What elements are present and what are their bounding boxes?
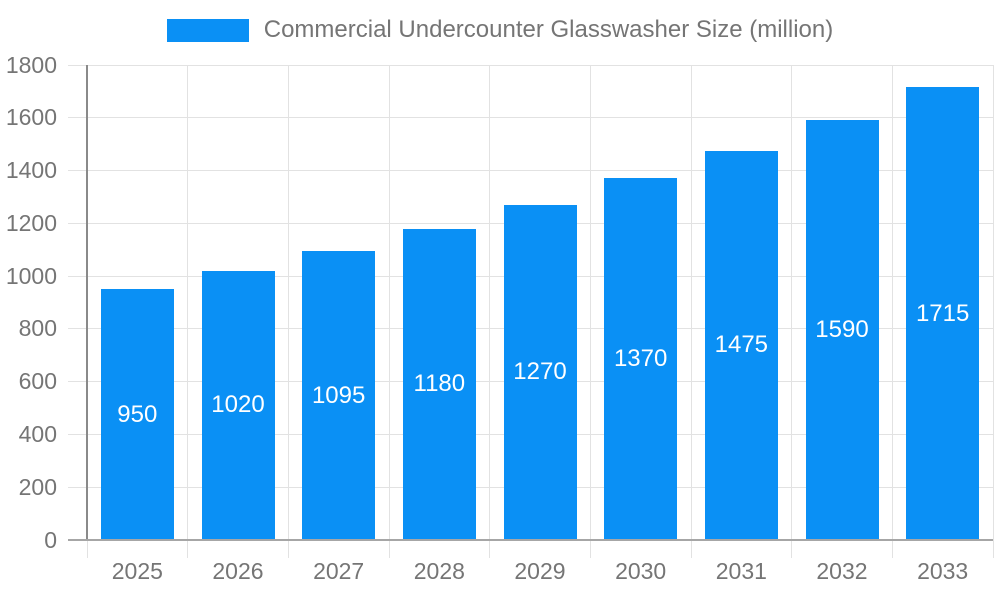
bar: 1475 — [704, 150, 778, 540]
bar: 1180 — [402, 228, 476, 540]
bar: 950 — [100, 289, 174, 540]
x-gridline — [187, 65, 189, 558]
y-tick-label: 400 — [18, 420, 57, 447]
x-gridline — [287, 65, 289, 558]
bar-value-label: 950 — [117, 400, 158, 428]
bar-value-label: 1270 — [513, 358, 567, 386]
bar: 1370 — [604, 178, 678, 540]
y-tick-label: 200 — [18, 473, 57, 500]
bar-value-label: 1590 — [815, 316, 869, 344]
x-gridline — [690, 65, 692, 558]
bar-value-label: 1020 — [211, 391, 265, 419]
x-tick-label: 2030 — [615, 558, 667, 584]
x-tick-label: 2028 — [413, 558, 465, 584]
bar-value-label: 1475 — [714, 331, 769, 359]
bar-value-label: 1715 — [915, 299, 970, 327]
x-gridline — [589, 65, 591, 558]
x-gridline — [891, 65, 893, 558]
x-gridline — [388, 65, 390, 558]
bar-value-label: 1370 — [613, 345, 668, 373]
y-gridline — [68, 117, 993, 119]
y-tick-label: 1000 — [5, 262, 57, 289]
bar: 1270 — [503, 204, 577, 540]
legend-label: Commercial Undercounter Glasswasher Size… — [263, 16, 834, 43]
x-tick-label: 2025 — [111, 558, 163, 584]
bar: 1020 — [201, 270, 275, 540]
plot-area: 0 200 400 600 800 1000 1200 1400 1600 1800 950 2025… — [6, 53, 994, 583]
x-tick-label: 2027 — [313, 558, 365, 584]
x-gridline — [489, 65, 491, 558]
bar: 1095 — [302, 251, 376, 540]
bar: 1590 — [805, 120, 879, 540]
y-tick-label: 1200 — [5, 209, 57, 236]
y-axis-line — [86, 65, 88, 540]
y-tick-label: 1600 — [5, 104, 57, 131]
bar-value-label: 1180 — [413, 370, 466, 398]
legend: Commercial Undercounter Glasswasher Size… — [0, 17, 1000, 43]
y-tick-label: 600 — [18, 368, 57, 395]
x-tick-label: 2032 — [816, 558, 868, 584]
y-tick-label: 800 — [18, 315, 57, 342]
y-tick-label: 1400 — [5, 157, 57, 184]
y-gridline — [68, 64, 993, 66]
x-axis-line — [68, 539, 993, 541]
x-gridline — [791, 65, 793, 558]
bar: 1715 — [906, 87, 980, 540]
x-tick-label: 2033 — [917, 558, 969, 584]
x-gridline — [992, 65, 994, 558]
x-tick-label: 2031 — [715, 558, 767, 584]
y-gridline — [68, 170, 993, 172]
y-tick-label: 0 — [44, 526, 57, 553]
y-tick-label: 1800 — [5, 51, 57, 78]
x-tick-label: 2026 — [212, 558, 264, 584]
legend-swatch — [166, 18, 249, 42]
bar-value-label: 1095 — [311, 381, 366, 409]
x-tick-label: 2029 — [514, 558, 566, 584]
